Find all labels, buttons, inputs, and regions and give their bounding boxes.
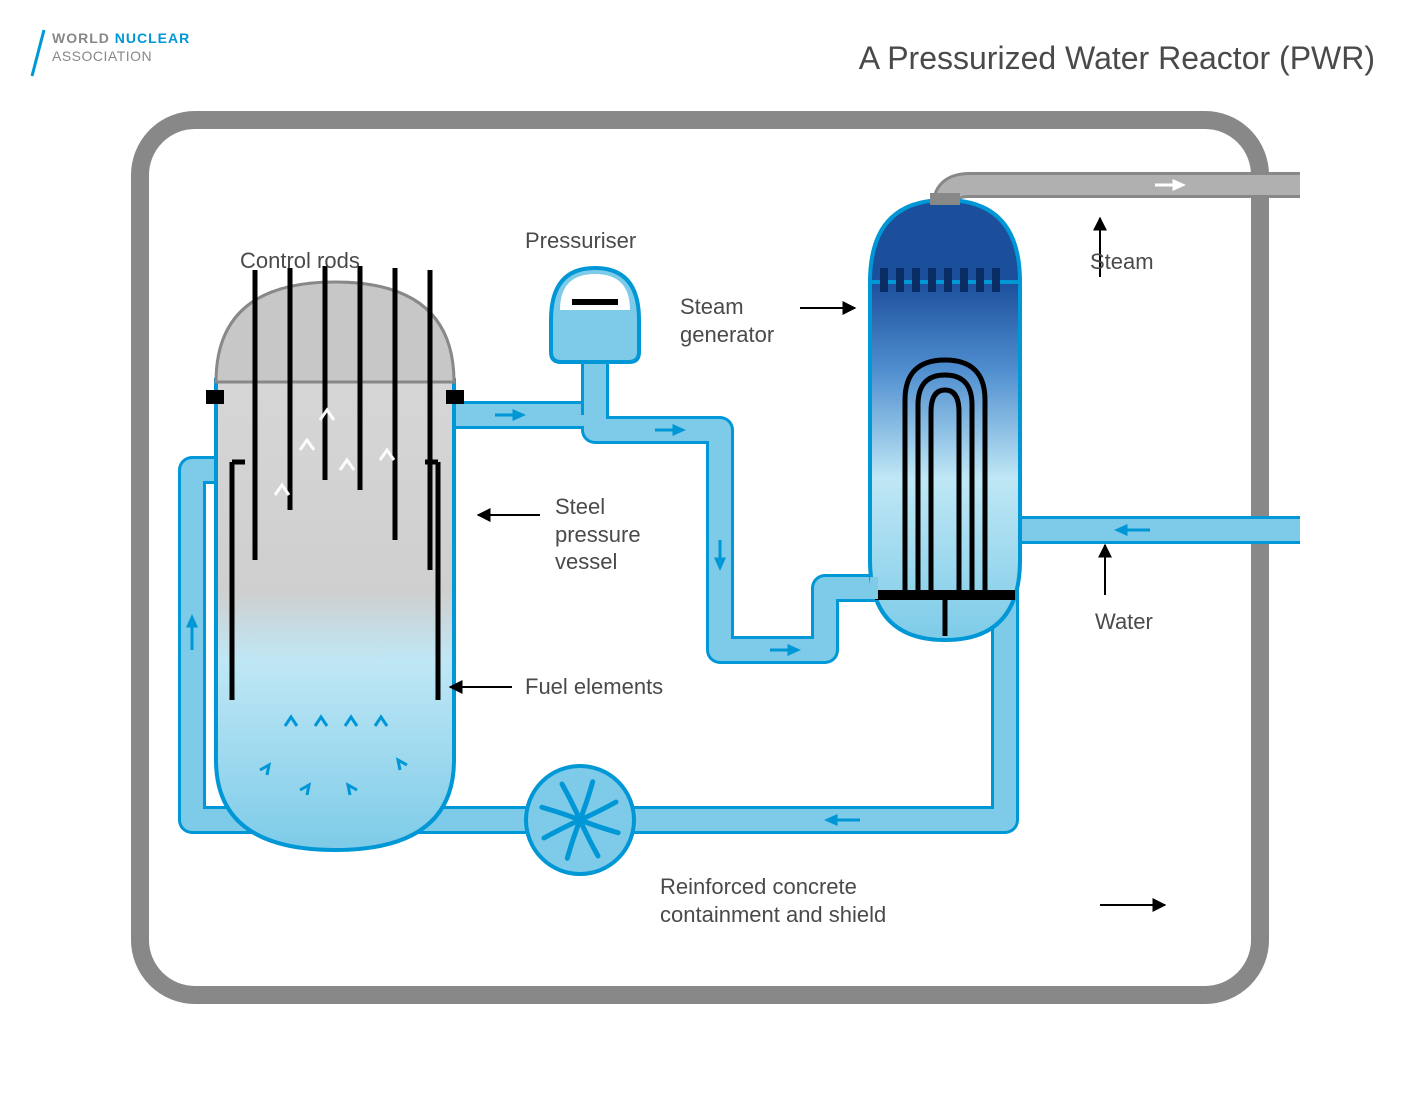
label-pressuriser: Pressuriser — [525, 227, 636, 255]
pressuriser — [551, 268, 639, 362]
label-steam-generator: Steam generator — [680, 293, 774, 348]
coolant-pump — [526, 766, 634, 874]
reactor-vessel — [206, 266, 464, 850]
reactor-diagram — [0, 0, 1425, 1117]
label-water: Water — [1095, 608, 1153, 636]
label-containment: Reinforced concrete containment and shie… — [660, 873, 886, 928]
label-fuel-elements: Fuel elements — [525, 673, 663, 701]
steam-generator — [870, 193, 1020, 640]
label-control-rods: Control rods — [240, 247, 360, 275]
label-steel-pressure-vessel: Steel pressure vessel — [555, 493, 641, 576]
label-steam: Steam — [1090, 248, 1154, 276]
hot-leg-pipe — [450, 352, 878, 650]
steam-outlet-pipe — [945, 185, 1300, 205]
